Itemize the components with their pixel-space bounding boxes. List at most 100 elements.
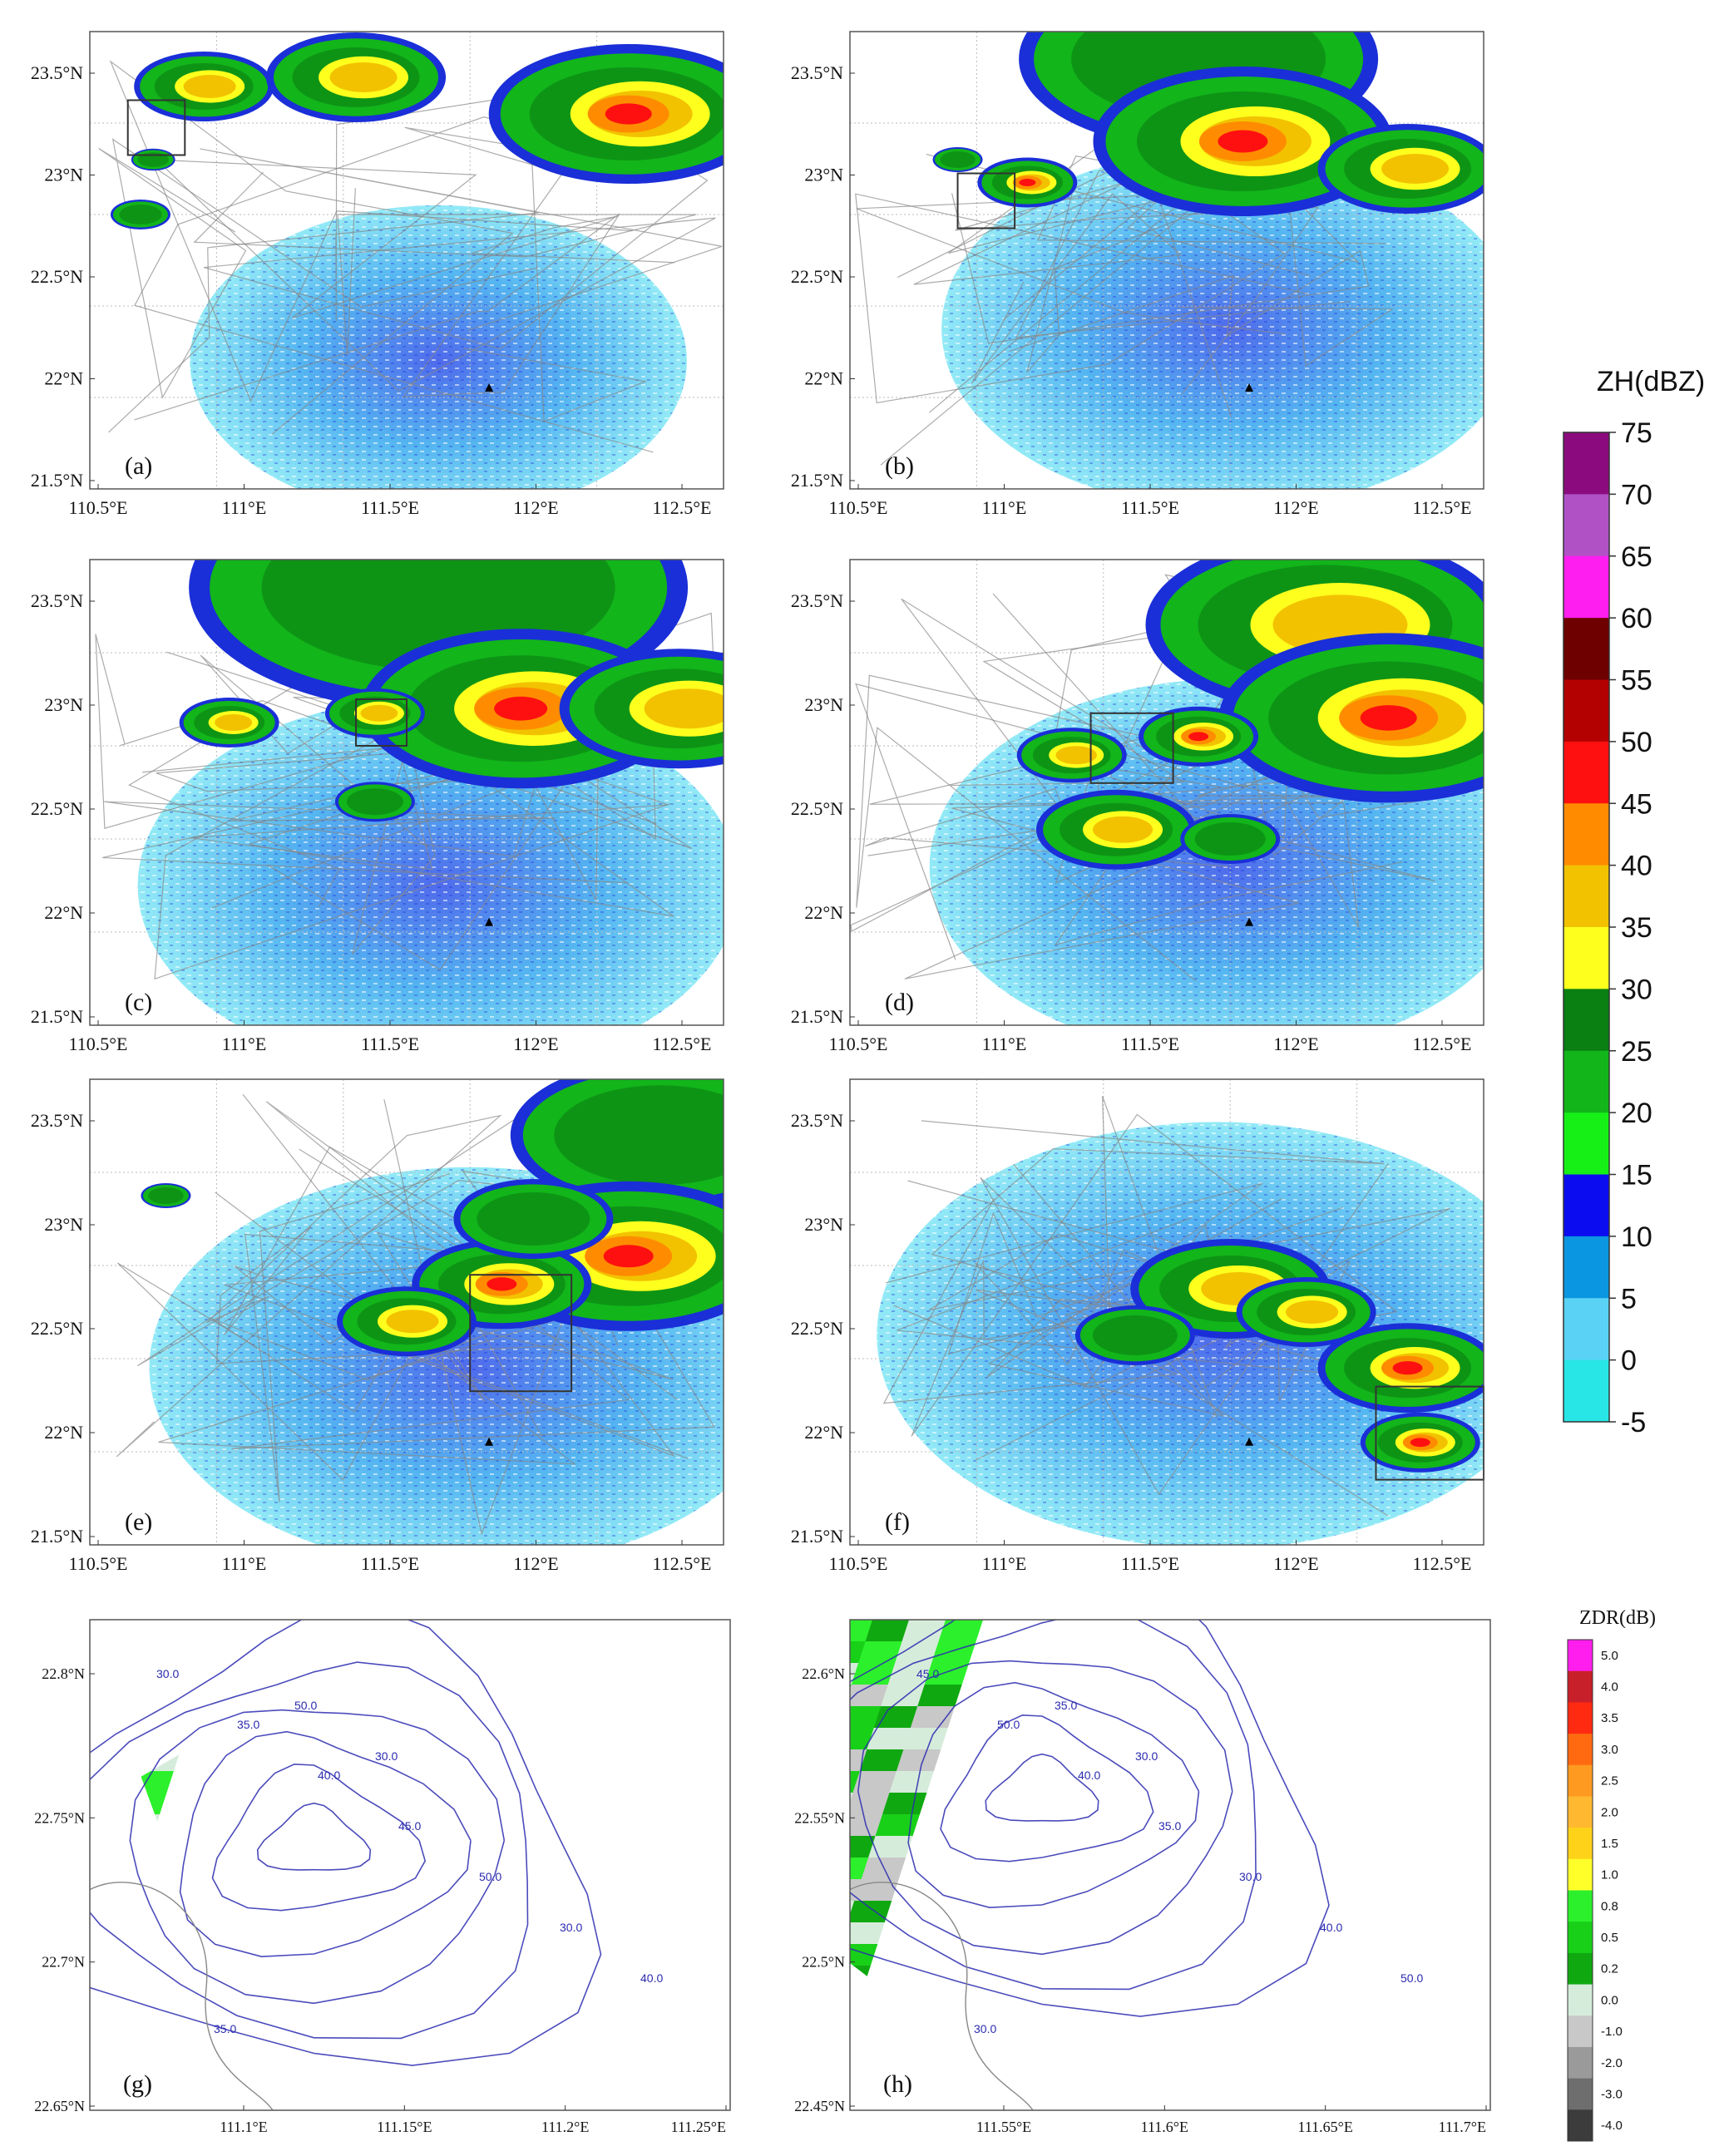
storm-cell [337, 1286, 477, 1357]
lat-tick-label: 22.7°N [42, 1954, 85, 1971]
zdr-color-swatch [1568, 1890, 1593, 1922]
lat-tick-label: 22°N [44, 1422, 83, 1443]
storm-cell [334, 782, 415, 822]
storm-cell [453, 1179, 614, 1259]
lat-tick-label: 22°N [804, 902, 843, 923]
zh-colorbar-tick: 30 [1621, 974, 1652, 1005]
zh-colorbar-tick: 10 [1621, 1221, 1652, 1253]
zdr-color-swatch [1568, 2046, 1593, 2080]
lon-tick-label: 111.6°E [1141, 2119, 1188, 2135]
reflectivity-contour [985, 1753, 1099, 1822]
lat-tick-label: 22°N [44, 368, 83, 389]
zdr-color-swatch [1568, 1952, 1593, 1986]
lat-tick-label: 21.5°N [791, 1526, 843, 1547]
lon-tick-label: 110.5°E [69, 497, 128, 518]
ppi-panel-a: (a) 110.5°E 111°E 111.5°E 112°E 112.5°E 21.5°N… [31, 31, 724, 518]
storm-cell [1236, 1277, 1376, 1347]
lat-tick-label: 22.65°N [34, 2098, 85, 2114]
zh-colorbar-tick: 20 [1621, 1098, 1652, 1129]
storm-cell [932, 147, 983, 172]
lat-tick-label: 23°N [44, 1214, 83, 1235]
ppi-panel-c: (c) 110.5°E 111°E 111.5°E 112°E 112.5°E 21.5°N… [31, 559, 724, 1054]
lat-tick-label: 21.5°N [31, 470, 83, 491]
panel-label: (g) [123, 2070, 152, 2098]
zdr-colorbar-tick: -1.0 [1601, 2025, 1623, 2039]
lat-tick-label: 21.5°N [31, 1006, 83, 1027]
storm-cell [179, 698, 279, 747]
zdr-color-swatch [1568, 1640, 1593, 1672]
lat-tick-label: 23.5°N [31, 1110, 83, 1131]
storm-cell [510, 1079, 724, 1211]
lon-tick-label: 111.5°E [1121, 497, 1179, 518]
storm-cell [1074, 1305, 1195, 1365]
lon-tick-label: 110.5°E [829, 1034, 888, 1054]
lat-tick-label: 22.5°N [791, 266, 843, 287]
zdr-colorbar-tick: 4.0 [1601, 1680, 1618, 1695]
zdr-colorbar-tick: 5.0 [1601, 1649, 1618, 1663]
zh-color-swatch [1563, 1174, 1609, 1237]
lon-tick-label: 111.1°E [220, 2119, 267, 2135]
contour-label: 30.0 [1239, 1870, 1262, 1883]
lon-tick-label: 112.5°E [653, 1034, 712, 1054]
contour-label: 30.0 [156, 1667, 179, 1680]
lat-tick-label: 22.55°N [794, 1809, 845, 1826]
lat-tick-label: 22.75°N [34, 1809, 85, 1826]
storm-cell [1317, 1323, 1484, 1413]
lon-tick-label: 112.5°E [1413, 1034, 1472, 1054]
storm-cell [1218, 633, 1484, 803]
storm-cell [134, 52, 274, 121]
lon-tick-label: 111°E [982, 1553, 1027, 1574]
reflectivity-contour [850, 1620, 1330, 2017]
zdr-panel-h: 45.0 50.0 40.0 35.0 30.0 40.0 50.0 30.0 35.0 30.0… [794, 1619, 1491, 2135]
zdr-color-swatch [1568, 2109, 1593, 2142]
contour-label: 50.0 [479, 1870, 501, 1883]
zh-color-swatch [1563, 679, 1609, 743]
zdr-color-swatch [1568, 1702, 1593, 1734]
lon-tick-label: 111.5°E [361, 497, 419, 518]
zh-color-swatch [1563, 865, 1609, 928]
lon-tick-label: 112°E [1273, 1553, 1318, 1574]
storm-cell [110, 200, 170, 229]
zdr-colorbar-tick: 0.5 [1601, 1931, 1618, 1945]
zh-colorbar-tick: 45 [1621, 788, 1652, 820]
zh-color-swatch [1563, 1236, 1609, 1299]
ppi-panel-b: (b) 110.5°E 111°E 111.5°E 112°E 112.5°E 21.5°N… [791, 31, 1484, 518]
storm-cell [977, 157, 1078, 208]
lon-tick-label: 111°E [982, 1034, 1027, 1054]
panel-label: (h) [883, 2070, 912, 2098]
panel-label: (a) [125, 452, 152, 480]
lon-tick-label: 111.5°E [1121, 1034, 1179, 1054]
lon-tick-label: 111.65°E [1297, 2119, 1352, 2135]
contour-label: 35.0 [1055, 1699, 1077, 1712]
zh-colorbar-tick: 75 [1621, 417, 1652, 449]
storm-cell [1093, 67, 1393, 216]
lon-tick-label: 110.5°E [829, 1553, 888, 1574]
radar-site-marker [1245, 917, 1254, 926]
zh-color-swatch [1563, 1050, 1609, 1113]
target-box [355, 698, 408, 747]
contour-label: 35.0 [214, 2022, 236, 2035]
target-box [956, 172, 1016, 229]
storm-cell [1016, 728, 1127, 783]
zdr-colorbar: ZDR(dB) 5.0 4.0 3.5 3.0 2.5 2.0 1.5 1.0 0.8 0.5 0.… [1567, 1607, 1656, 2142]
zh-colorbar-tick: 40 [1621, 851, 1652, 882]
zdr-colorbar-tick: -4.0 [1601, 2119, 1623, 2133]
reflectivity-contour [90, 1620, 602, 2066]
zdr-colorbar-tick: 1.5 [1601, 1837, 1618, 1851]
lat-tick-label: 22.45°N [794, 2098, 845, 2114]
zh-colorbar-tick: 70 [1621, 479, 1652, 511]
zdr-color-swatch [1568, 2078, 1593, 2110]
reflectivity-contour [907, 1681, 1200, 1909]
lat-tick-label: 22°N [804, 1422, 843, 1443]
contour-label: 50.0 [997, 1718, 1020, 1731]
reflectivity-contour [256, 1802, 372, 1871]
lat-tick-label: 22.5°N [791, 1318, 843, 1339]
zdr-color-swatch [1568, 1858, 1593, 1891]
zdr-color-swatch [1568, 1796, 1593, 1828]
lon-tick-label: 112°E [513, 1034, 558, 1054]
reflectivity-contour [90, 1661, 529, 2040]
contour-label: 40.0 [640, 1971, 663, 1985]
reflectivity-contour [129, 1709, 506, 2005]
lon-tick-label: 112°E [513, 497, 558, 518]
reflectivity-contour [179, 1730, 472, 1958]
